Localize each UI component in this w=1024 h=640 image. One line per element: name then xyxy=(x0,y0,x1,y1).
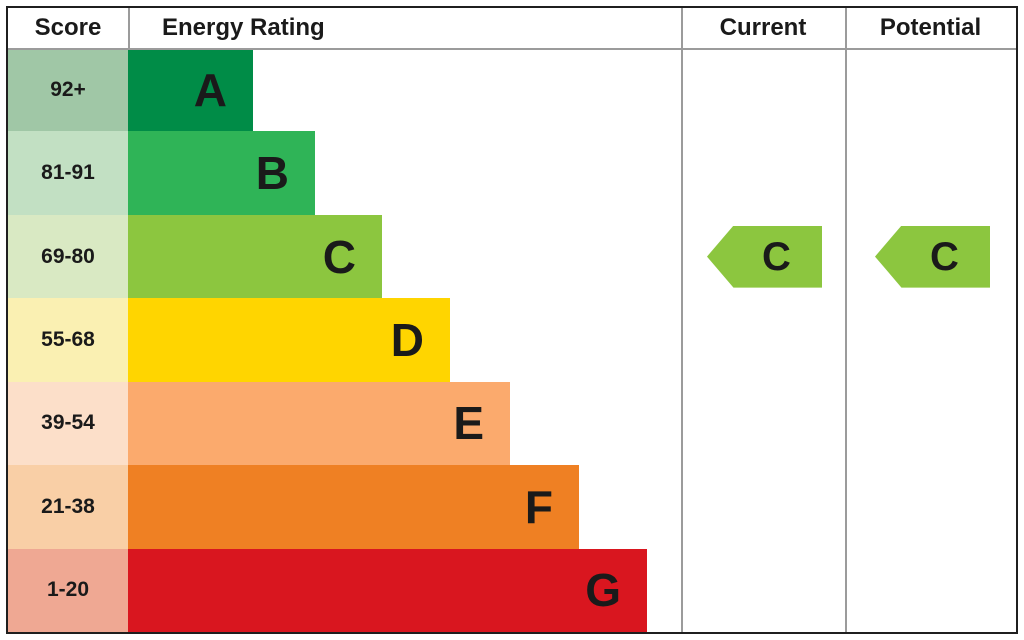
epc-energy-rating-chart: Score Energy Rating Current Potential 92… xyxy=(6,6,1018,634)
score-band-label: 81-91 xyxy=(8,131,128,215)
rating-bar-f: F xyxy=(128,465,579,549)
current-arrow: C xyxy=(707,225,822,288)
potential-arrow: C xyxy=(875,225,990,288)
rating-row-e: 39-54 E xyxy=(8,381,681,466)
score-band-label: 55-68 xyxy=(8,298,128,382)
score-band-label: 1-20 xyxy=(8,548,128,632)
rating-letter: B xyxy=(255,147,289,200)
rating-row-f: 21-38 F xyxy=(8,465,681,549)
header-potential: Potential xyxy=(879,14,982,41)
current-column-divider xyxy=(681,8,683,632)
rating-row-a: 92+ A xyxy=(8,48,681,132)
rating-row-g: 1-20 G xyxy=(8,548,681,632)
rating-row-c: 69-80 C xyxy=(8,214,681,299)
score-band-label: 39-54 xyxy=(8,381,128,466)
rating-bar-a: A xyxy=(128,48,253,132)
rating-bar-g: G xyxy=(128,548,647,632)
header-current: Current xyxy=(719,14,807,41)
rating-letter: A xyxy=(193,63,227,116)
header-score: Score xyxy=(34,14,102,41)
current-rating-letter: C xyxy=(762,234,791,279)
score-band-label: 21-38 xyxy=(8,465,128,549)
rating-bar-e: E xyxy=(128,381,510,466)
rating-row-b: 81-91 B xyxy=(8,131,681,215)
potential-column-divider xyxy=(845,8,847,632)
header-divider xyxy=(8,48,1016,50)
rating-bar-b: B xyxy=(128,131,315,215)
chart-header: Score Energy Rating Current Potential xyxy=(8,8,1016,48)
rating-letter: D xyxy=(390,313,424,366)
header-energy-rating: Energy Rating xyxy=(162,14,325,41)
rating-rows: 92+ A 81-91 B 69-80 C 55-68 D 39-54 E 21-38 F 1-20 G xyxy=(8,8,1016,632)
rating-bar-d: D xyxy=(128,298,450,382)
score-band-label: 69-80 xyxy=(8,214,128,299)
potential-rating-letter: C xyxy=(930,234,959,279)
rating-bar-c: C xyxy=(128,214,382,299)
rating-letter: F xyxy=(524,480,553,533)
rating-letter: C xyxy=(322,230,356,283)
rating-row-d: 55-68 D xyxy=(8,298,681,382)
score-column-divider xyxy=(128,8,130,48)
rating-letter: G xyxy=(585,564,621,617)
score-band-label: 92+ xyxy=(8,48,128,132)
rating-letter: E xyxy=(453,397,484,450)
